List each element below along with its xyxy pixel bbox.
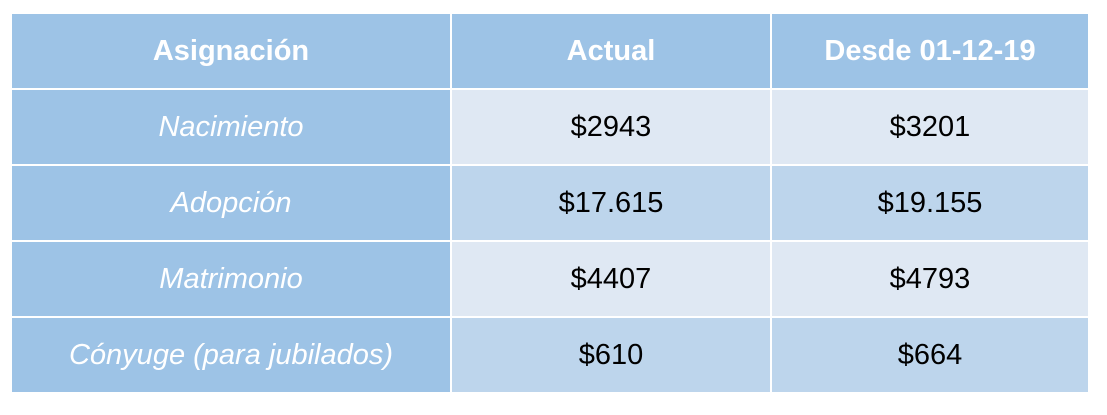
table-body: Nacimiento $2943 $3201 Adopción $17.615 $19.1… (10, 88, 1090, 394)
value-cell: $4793 (770, 240, 1090, 318)
header-cell: Actual (450, 12, 772, 90)
row-label: Matrimonio (10, 240, 452, 318)
value-cell: $2943 (450, 88, 772, 166)
value-cell: $664 (770, 316, 1090, 394)
header-cell: Desde 01-12-19 (770, 12, 1090, 90)
table-row: Cónyuge (para jubilados) $610 $664 (10, 316, 1090, 394)
value-cell: $19.155 (770, 164, 1090, 242)
value-cell: $3201 (770, 88, 1090, 166)
table-row: Matrimonio $4407 $4793 (10, 240, 1090, 318)
row-label: Adopción (10, 164, 452, 242)
table-row: Nacimiento $2943 $3201 (10, 88, 1090, 166)
value-cell: $17.615 (450, 164, 772, 242)
row-label: Nacimiento (10, 88, 452, 166)
row-label: Cónyuge (para jubilados) (10, 316, 452, 394)
value-cell: $610 (450, 316, 772, 394)
header-cell: Asignación (10, 12, 452, 90)
value-cell: $4407 (450, 240, 772, 318)
header-row: Asignación Actual Desde 01-12-19 (10, 12, 1090, 90)
table-row: Adopción $17.615 $19.155 (10, 164, 1090, 242)
allowance-table: Asignación Actual Desde 01-12-19 Nacimient… (10, 12, 1090, 394)
